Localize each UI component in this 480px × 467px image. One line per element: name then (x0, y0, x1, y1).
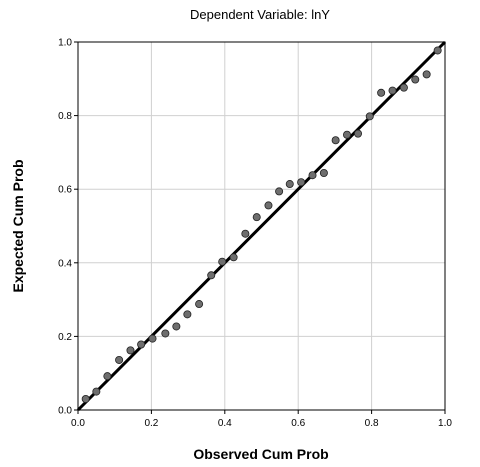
y-tick-label: 0.4 (58, 258, 72, 269)
data-point (297, 178, 306, 187)
x-tick-label: 0.8 (365, 418, 379, 429)
data-point (183, 310, 192, 319)
data-point (126, 346, 135, 355)
x-tick-label: 0.2 (144, 418, 158, 429)
y-tick-label: 0.2 (58, 332, 72, 343)
data-point (229, 253, 238, 262)
data-point (319, 169, 328, 178)
data-point (218, 257, 227, 266)
data-point (148, 334, 157, 343)
data-point (275, 187, 284, 196)
x-tick-label: 0.6 (291, 418, 305, 429)
data-point (411, 75, 420, 84)
y-tick-label: 0.8 (58, 111, 72, 122)
data-point (354, 129, 363, 138)
data-point (365, 112, 374, 121)
y-tick-label: 0.0 (58, 406, 72, 417)
data-point (285, 180, 294, 189)
y-axis-ticks: 0.0 0.2 0.4 0.6 0.8 1.0 (58, 38, 78, 417)
data-point (388, 86, 397, 95)
data-point (115, 355, 124, 364)
data-point (343, 130, 352, 139)
data-point (252, 213, 261, 222)
x-tick-label: 0.4 (218, 418, 232, 429)
data-point (264, 201, 273, 210)
x-axis-ticks: 0.0 0.2 0.4 0.6 0.8 1.0 (71, 410, 452, 429)
data-point (81, 394, 90, 403)
data-point (137, 340, 146, 349)
x-axis-label: Observed Cum Prob (193, 446, 328, 462)
data-point (161, 329, 170, 338)
data-point (92, 387, 101, 396)
data-point (103, 372, 112, 381)
x-tick-label: 1.0 (438, 418, 452, 429)
data-point (399, 83, 408, 92)
data-point (207, 271, 216, 280)
data-point (241, 229, 250, 238)
y-axis-label: Expected Cum Prob (10, 159, 26, 292)
data-point (422, 70, 431, 79)
data-point (331, 136, 340, 145)
reference-line (76, 40, 447, 412)
x-tick-label: 0.0 (71, 418, 85, 429)
data-point (172, 322, 181, 331)
data-points (81, 46, 442, 403)
chart-title: Dependent Variable: lnY (190, 7, 330, 22)
data-point (308, 171, 317, 180)
data-point (377, 88, 386, 97)
y-tick-label: 1.0 (58, 38, 72, 49)
data-point (195, 300, 204, 309)
data-point (433, 46, 442, 55)
y-tick-label: 0.6 (58, 185, 72, 196)
plot-frame (77, 41, 446, 411)
